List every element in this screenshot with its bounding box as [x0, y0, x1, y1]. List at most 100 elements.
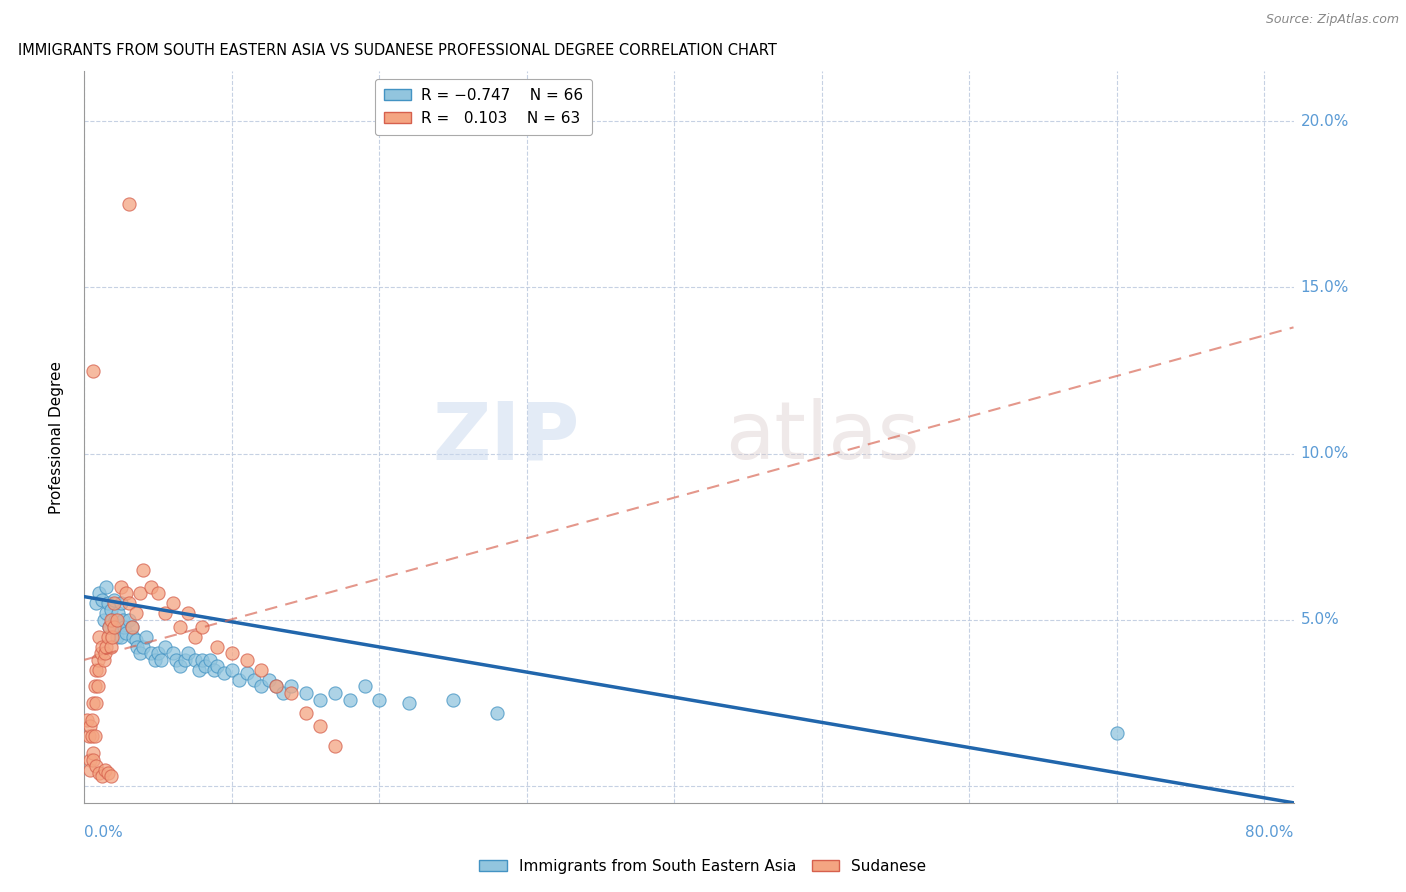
Point: [91, 593, 114, 607]
Point: [111, 613, 134, 627]
Point: [82, 363, 104, 377]
Point: [169, 619, 191, 633]
Point: [98, 619, 121, 633]
Point: [184, 653, 207, 667]
Point: [176, 646, 198, 660]
Point: [79, 763, 101, 777]
Point: [76, 713, 98, 727]
Text: 80.0%: 80.0%: [1246, 825, 1294, 840]
Point: [250, 680, 273, 694]
Text: Source: ZipAtlas.com: Source: ZipAtlas.com: [1265, 13, 1399, 27]
Point: [105, 613, 128, 627]
Point: [82, 746, 104, 760]
Point: [83, 680, 105, 694]
Point: [77, 729, 100, 743]
Point: [117, 197, 139, 211]
Point: [84, 759, 107, 773]
Point: [121, 619, 143, 633]
Point: [103, 619, 125, 633]
Y-axis label: Professional Degree: Professional Degree: [49, 360, 63, 514]
Point: [97, 630, 120, 644]
Point: [165, 653, 187, 667]
Point: [339, 692, 361, 706]
Point: [93, 613, 115, 627]
Point: [125, 607, 148, 621]
Point: [280, 686, 302, 700]
Point: [104, 613, 127, 627]
Point: [114, 626, 136, 640]
Point: [353, 680, 375, 694]
Point: [103, 593, 125, 607]
Text: 0.0%: 0.0%: [84, 825, 124, 840]
Point: [79, 753, 101, 767]
Point: [100, 603, 122, 617]
Point: [122, 630, 145, 644]
Text: ZIP: ZIP: [433, 398, 581, 476]
Point: [129, 586, 152, 600]
Point: [368, 692, 391, 706]
Point: [184, 630, 207, 644]
Point: [110, 580, 132, 594]
Point: [117, 613, 139, 627]
Point: [101, 630, 124, 644]
Point: [87, 663, 110, 677]
Point: [139, 646, 162, 660]
Point: [97, 765, 120, 780]
Point: [132, 640, 155, 654]
Point: [132, 563, 155, 577]
Point: [214, 666, 236, 681]
Text: 15.0%: 15.0%: [1301, 280, 1348, 295]
Point: [110, 596, 132, 610]
Text: 10.0%: 10.0%: [1301, 446, 1348, 461]
Point: [94, 763, 117, 777]
Point: [188, 663, 211, 677]
Point: [100, 769, 122, 783]
Point: [117, 596, 139, 610]
Point: [264, 680, 287, 694]
Point: [101, 613, 124, 627]
Point: [202, 663, 225, 677]
Point: [264, 680, 287, 694]
Point: [96, 580, 118, 594]
Point: [82, 753, 104, 767]
Point: [221, 646, 243, 660]
Point: [243, 673, 266, 687]
Point: [86, 653, 108, 667]
Point: [176, 607, 198, 621]
Point: [150, 653, 173, 667]
Point: [110, 630, 132, 644]
Point: [139, 580, 162, 594]
Point: [273, 686, 295, 700]
Point: [96, 607, 118, 621]
Point: [103, 596, 125, 610]
Point: [84, 663, 107, 677]
Point: [235, 653, 257, 667]
Point: [121, 619, 143, 633]
Point: [107, 607, 129, 621]
Point: [146, 646, 169, 660]
Point: [155, 607, 177, 621]
Text: IMMIGRANTS FROM SOUTH EASTERN ASIA VS SUDANESE PROFESSIONAL DEGREE CORRELATION C: IMMIGRANTS FROM SOUTH EASTERN ASIA VS SU…: [18, 43, 776, 58]
Point: [294, 706, 316, 720]
Point: [87, 765, 110, 780]
Point: [1105, 726, 1128, 740]
Point: [86, 680, 108, 694]
Point: [96, 640, 118, 654]
Point: [235, 666, 257, 681]
Point: [114, 586, 136, 600]
Point: [191, 619, 214, 633]
Point: [205, 640, 228, 654]
Point: [309, 692, 332, 706]
Point: [135, 630, 157, 644]
Point: [398, 696, 420, 710]
Point: [486, 706, 509, 720]
Point: [100, 613, 122, 627]
Point: [146, 586, 169, 600]
Point: [129, 646, 152, 660]
Point: [87, 630, 110, 644]
Point: [91, 769, 114, 783]
Point: [280, 680, 302, 694]
Point: [90, 646, 112, 660]
Point: [108, 619, 131, 633]
Point: [94, 646, 117, 660]
